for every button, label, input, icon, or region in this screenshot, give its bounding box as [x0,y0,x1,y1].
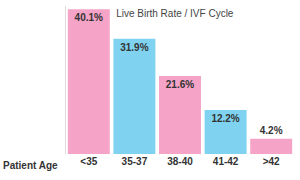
svg-text:40.1%: 40.1% [75,12,103,23]
svg-text:12.2%: 12.2% [211,113,239,124]
svg-text:35-37: 35-37 [122,156,148,167]
svg-text:<35: <35 [80,156,97,167]
svg-text:Live Birth Rate / IVF Cycle: Live Birth Rate / IVF Cycle [116,8,234,19]
svg-text:4.2%: 4.2% [260,125,283,136]
svg-text:21.6%: 21.6% [166,79,194,90]
svg-text:Patient Age: Patient Age [3,160,58,171]
svg-text:>42: >42 [263,156,280,167]
svg-text:31.9%: 31.9% [120,42,148,53]
svg-text:41-42: 41-42 [213,156,239,167]
svg-text:38-40: 38-40 [167,156,193,167]
